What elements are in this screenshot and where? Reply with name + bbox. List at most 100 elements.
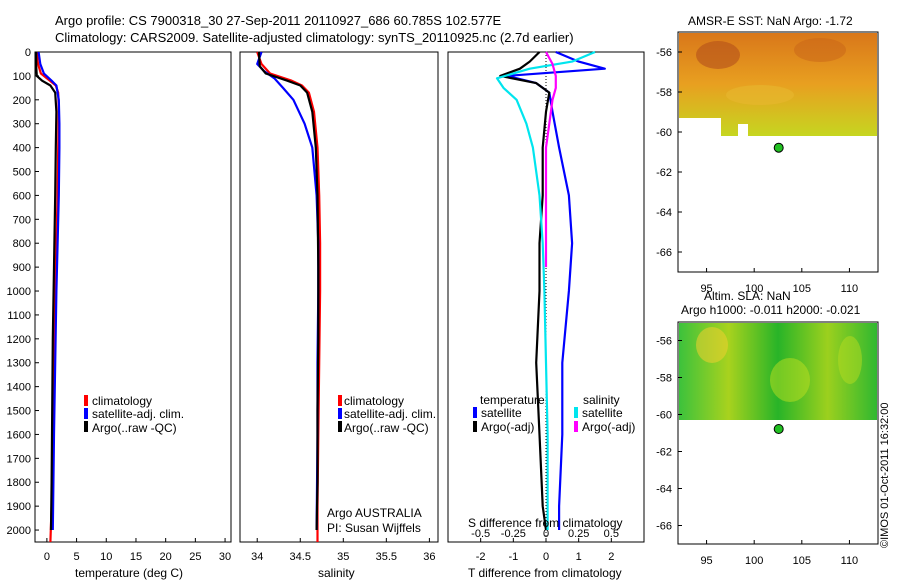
pi-label: PI: Susan Wijffels — [327, 521, 421, 535]
lat-tick-label: -58 — [656, 373, 672, 385]
lat-tick-label: -62 — [656, 167, 672, 179]
credit-text: ©IMOS 01-Oct-2011 16:32:00 — [879, 403, 891, 548]
y-tick-label: 2000 — [7, 525, 31, 537]
series-line-argo-adj- — [499, 51, 551, 531]
depth-axis: 0 100 200 300 400 500 600 700 800 900 1000 1100 1200… — [7, 47, 39, 537]
sst-map-axes: 95 100 105 110 -56 -58 -60 -62 -64 -66 — [656, 47, 858, 295]
y-tick-label: 400 — [13, 143, 31, 155]
legend-label-satellite: satellite-adj. clim. — [344, 407, 436, 421]
lat-tick-label: -56 — [656, 336, 672, 348]
legend-swatch-s-satellite — [574, 407, 578, 418]
lat-tick-label: -60 — [656, 127, 672, 139]
legend-swatch-argo — [84, 421, 88, 432]
legend-label-climatology: climatology — [344, 394, 404, 408]
legend-swatch-satellite — [338, 408, 342, 419]
y-tick-label: 200 — [13, 95, 31, 107]
sst-missing-data — [679, 118, 721, 136]
sla-map-panel: Altim. SLA: NaN Argo h1000: -0.011 h2000… — [656, 289, 879, 567]
s-tick-label: 0 — [543, 528, 549, 540]
s-tick-label: 0.25 — [568, 528, 589, 540]
y-tick-label: 800 — [13, 238, 31, 250]
x-tick-label: 0 — [44, 551, 50, 563]
y-tick-label: 500 — [13, 167, 31, 179]
sst-map-panel: AMSR-E SST: NaN Argo: -1.72 95 100 105 110 -… — [656, 14, 879, 295]
lon-tick-label: 105 — [793, 555, 811, 567]
series-line-argo-raw-qc- — [35, 52, 58, 531]
lat-tick-label: -66 — [656, 521, 672, 533]
temperature-panel: 0100200300400500600700800900100011001200… — [7, 47, 232, 580]
sla-high-patch — [696, 327, 728, 363]
s-tick-label: -0.5 — [471, 528, 490, 540]
legend-label-satellite: satellite-adj. clim. — [92, 407, 184, 421]
x-tick-label: 5 — [74, 551, 80, 563]
legend-label-argo: Argo(..raw -QC) — [344, 421, 429, 435]
s-difference-axis: -0.5 -0.25 0 0.25 0.5 — [471, 528, 619, 540]
y-tick-label: 300 — [13, 119, 31, 131]
y-tick-label: 1900 — [7, 501, 31, 513]
salinity-legend: climatology satellite-adj. clim. Argo(..… — [338, 394, 436, 435]
x-tick-label: 36 — [423, 551, 435, 563]
figure-title-line1: Argo profile: CS 7900318_30 27-Sep-2011 … — [55, 13, 502, 28]
legend-swatch-satellite — [84, 408, 88, 419]
float-position-marker — [773, 424, 784, 434]
salinity-panel: 34 34.5 35 35.5 36 salinity climatology sate… — [239, 51, 439, 580]
x-tick-label: 35 — [337, 551, 349, 563]
y-tick-label: 1100 — [7, 310, 31, 322]
x-tick-label: -2 — [476, 551, 486, 563]
x-tick-label: 30 — [219, 551, 231, 563]
legend-label-s-argo: Argo(-adj) — [582, 420, 635, 434]
sst-warm-patch — [794, 38, 846, 62]
t-difference-xlabel: T difference from climatology — [468, 566, 622, 580]
lon-tick-label: 110 — [841, 283, 859, 295]
legend-header-temperature: temperature — [480, 393, 545, 407]
series-line-argo-raw-qc- — [257, 51, 320, 531]
y-tick-label: 1600 — [7, 429, 31, 441]
temperature-series — [35, 51, 61, 543]
difference-legend: temperature salinity satellite Argo(-adj… — [473, 393, 635, 434]
y-tick-label: 1000 — [7, 286, 31, 298]
s-tick-label: 0.5 — [604, 528, 619, 540]
y-tick-label: 700 — [13, 214, 31, 226]
salinity-series — [256, 51, 322, 542]
legend-label-t-argo: Argo(-adj) — [481, 420, 534, 434]
x-tick-label: 0 — [543, 551, 549, 563]
lon-tick-label: 100 — [745, 283, 763, 295]
series-line-satellite-adj-clim- — [37, 51, 61, 531]
lat-tick-label: -58 — [656, 87, 672, 99]
lon-tick-label: 110 — [841, 555, 859, 567]
temperature-legend: climatology satellite-adj. clim. Argo(..… — [84, 394, 184, 435]
series-line-argo-adj- — [544, 51, 557, 268]
legend-label-climatology: climatology — [92, 394, 152, 408]
lon-tick-label: 95 — [700, 555, 712, 567]
sla-high-patch — [770, 358, 810, 402]
sst-warm-patch — [696, 41, 740, 69]
lat-tick-label: -66 — [656, 247, 672, 259]
lat-tick-label: -64 — [656, 484, 672, 496]
x-tick-label: 35.5 — [376, 551, 397, 563]
salinity-xlabel: salinity — [318, 566, 355, 580]
legend-label-argo: Argo(..raw -QC) — [92, 421, 177, 435]
legend-swatch-climatology — [84, 395, 88, 406]
series-line-satellite — [505, 50, 606, 530]
lat-tick-label: -60 — [656, 410, 672, 422]
legend-swatch-argo — [338, 421, 342, 432]
difference-axes-frame — [447, 51, 645, 543]
x-tick-label: 15 — [130, 551, 142, 563]
legend-label-t-satellite: satellite — [481, 406, 522, 420]
y-tick-label: 1400 — [7, 382, 31, 394]
temperature-xlabel: temperature (deg C) — [75, 566, 183, 580]
float-position-marker — [773, 142, 784, 153]
x-tick-label: 20 — [160, 551, 172, 563]
y-tick-label: 1500 — [7, 406, 31, 418]
legend-swatch-s-argo — [574, 421, 578, 432]
s-tick-label: -0.25 — [501, 528, 526, 540]
y-tick-label: 600 — [13, 190, 31, 202]
sst-missing-data — [738, 124, 748, 136]
legend-swatch-t-argo — [473, 421, 477, 432]
lon-tick-label: 95 — [700, 283, 712, 295]
salinity-axes-frame — [239, 51, 439, 543]
y-tick-label: 100 — [13, 71, 31, 83]
legend-label-s-satellite: satellite — [582, 406, 623, 420]
difference-series — [495, 50, 606, 531]
